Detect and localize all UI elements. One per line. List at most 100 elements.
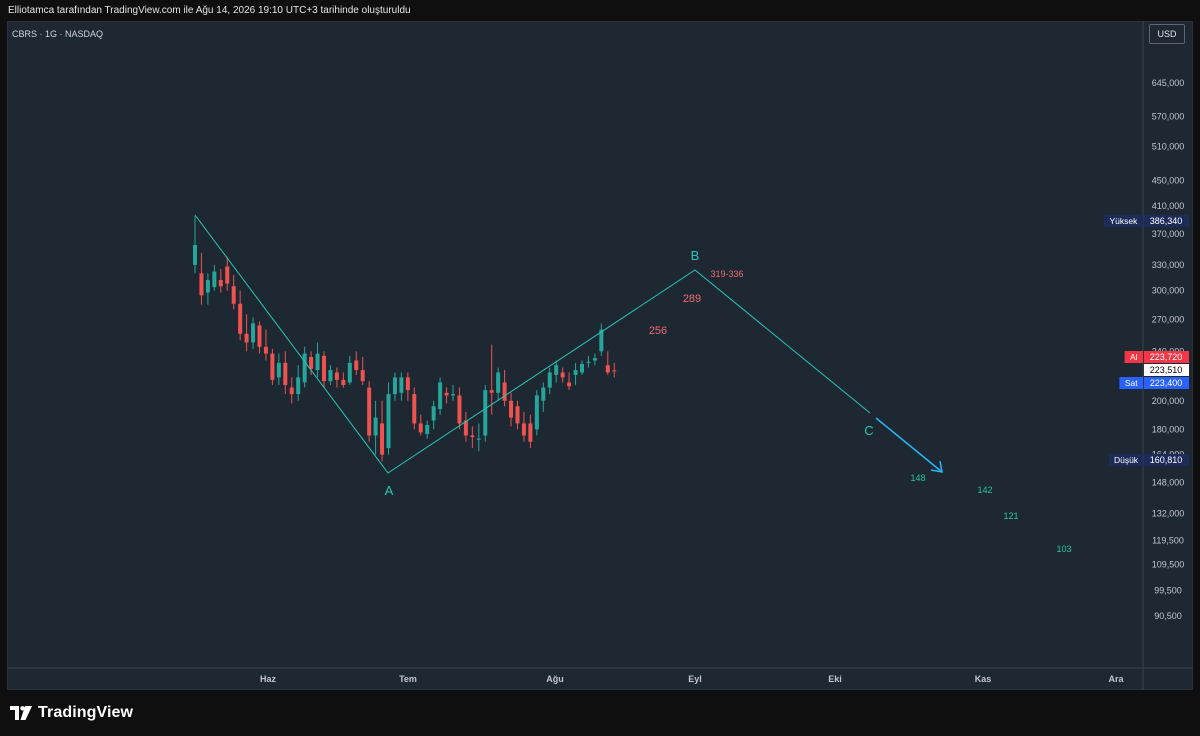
axis-layer: 645,000 570,000 510,000 450,000 410,000 370,0… [260,78,1184,684]
candle-body [328,370,333,382]
last-price-badge: 223,510 [1144,364,1189,376]
projection-arrow [875,417,943,473]
candle-body [405,377,410,391]
candle-body [309,357,314,369]
candle-body [386,394,391,449]
candle-body [251,323,256,343]
x-tick-label: Eyl [688,674,702,684]
candle-body [283,362,288,385]
high-badge-value-bg [1144,215,1189,227]
candle-body [496,372,501,393]
y-tick-label: 570,000 [1152,112,1185,122]
y-tick-label: 148,000 [1152,478,1185,488]
candle-body [515,406,520,424]
wave-path [194,214,871,474]
candle-body [534,395,539,430]
low-badge: Düşük 160,810 [1109,454,1189,466]
candle-body [231,286,236,304]
candle-body [205,280,210,293]
candle-body [457,395,462,424]
candle-body [567,382,572,387]
sell-badge-value: 223,400 [1150,378,1183,388]
candle-body [373,417,378,436]
symbol-label[interactable]: CBRS · 1G · NASDAQ [12,29,104,39]
candle-body [509,400,514,418]
candle-body [225,266,230,284]
low-badge-value: 160,810 [1150,455,1183,465]
buy-badge: Al 223,720 [1124,351,1189,363]
x-tick-label: Tem [399,674,417,684]
chart-frame[interactable] [7,21,1193,690]
tradingview-logo-icon [10,706,32,720]
y-tick-label: 99,500 [1154,585,1182,595]
candle-body [470,435,475,438]
candle-body [289,387,294,395]
candle-body [554,365,559,375]
candle-body [270,353,275,380]
y-tick-label: 330,000 [1152,260,1185,270]
buy-badge-label-bg [1124,351,1143,363]
buy-badge-label: Al [1130,352,1138,362]
elliott-wave-layer[interactable]: A B C 256 289 319-336 148 142 121 103 [194,214,1072,554]
candle-body [218,280,223,287]
sell-badge-label-bg [1119,377,1143,389]
candle-body [502,382,507,401]
candle-body [380,423,385,455]
candle-body [322,355,326,382]
candle-body [296,377,301,395]
sell-badge: Sat 223,400 [1119,377,1189,389]
tradingview-logo[interactable]: TradingView [10,704,133,722]
low-badge-value-bg [1144,454,1189,466]
y-tick-label: 132,000 [1152,509,1185,519]
y-tick-label: 370,000 [1152,229,1185,239]
tradingview-logo-text: TradingView [38,704,134,721]
y-tick-label: 90,500 [1154,611,1182,621]
low-badge-label: Düşük [1114,455,1139,465]
candle-body [599,329,604,352]
y-tick-label: 510,000 [1152,142,1185,152]
candle-body [573,370,578,375]
candle-body [431,406,436,421]
x-tick-label: Ağu [546,674,564,684]
candle-body [612,370,617,372]
candle-body [418,423,423,433]
x-tick-label: Kas [975,674,992,684]
candle-body [193,245,197,265]
y-tick-label: 645,000 [1152,78,1185,88]
sell-badge-label: Sat [1125,378,1138,388]
target-up-label: 256 [649,325,667,337]
badge-layer: Yüksek 386,340 Al 223,720 223,510 Sat 223,400 D… [1103,215,1189,466]
candle-body [560,372,565,378]
currency-button[interactable]: USD [1149,24,1185,44]
candle-body [451,394,455,396]
projection-arrow-head [930,460,943,473]
high-badge-label-bg [1103,215,1143,227]
candle-body [483,390,488,436]
target-up-label: 319-336 [710,269,743,279]
y-tick-label: 200,000 [1152,396,1185,406]
candle-body [586,361,591,363]
target-up-label: 289 [683,293,701,305]
candle-body [392,377,397,395]
candle-body [276,362,281,378]
candle-body [476,438,481,440]
x-tick-label: Haz [260,674,277,684]
candle-body [199,273,204,296]
candle-body [212,271,217,288]
target-down-label: 103 [1056,544,1071,554]
sell-badge-value-bg [1144,377,1189,389]
candle-body [315,353,320,371]
y-tick-label: 119,500 [1152,536,1184,546]
y-tick-label: 410,000 [1152,201,1185,211]
high-badge-value: 386,340 [1150,216,1183,226]
y-tick-label: 180,000 [1152,424,1185,434]
candle-body [354,360,359,371]
buy-badge-value: 223,720 [1150,352,1183,362]
candle-body [438,382,443,410]
candle-body [257,325,262,347]
candle-body [521,423,526,436]
last-price-badge-value-bg [1144,364,1189,376]
candle-body [463,420,468,436]
x-tick-label: Ara [1108,674,1124,684]
